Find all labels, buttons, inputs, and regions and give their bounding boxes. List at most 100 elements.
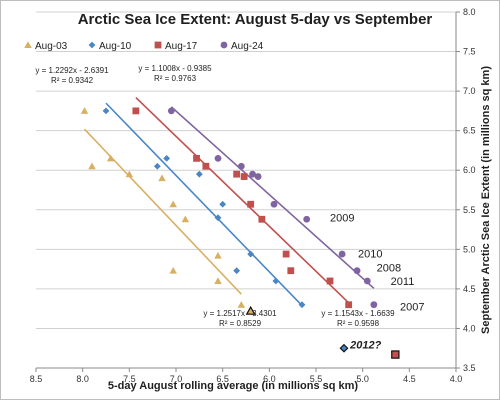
- point-aug-24: [249, 170, 256, 178]
- x-tick-label: 4.5: [403, 374, 416, 384]
- r-squared-aug-24: R² = 0.9763: [154, 74, 197, 83]
- trendline-aug-17: [135, 97, 350, 304]
- point-aug-17: [258, 215, 266, 223]
- highlight-point-diamond: [339, 343, 349, 353]
- point-aug-17: [233, 170, 241, 178]
- point-aug-24: [270, 200, 278, 208]
- y-tick-label: 7.5: [463, 47, 476, 57]
- point-aug-03: [88, 162, 96, 170]
- point-aug-24: [214, 154, 222, 162]
- point-aug-03: [181, 215, 190, 223]
- legend-marker-aug-03: [24, 41, 32, 48]
- highlight-point-square: [391, 350, 400, 359]
- x-tick-label: 6.0: [263, 374, 276, 384]
- year-label-2009: 2009: [330, 213, 354, 225]
- point-aug-24: [167, 107, 175, 115]
- y-tick-label: 5.0: [463, 244, 476, 254]
- point-aug-24: [363, 277, 371, 285]
- point-aug-24: [254, 173, 262, 180]
- legend-marker-aug-10: [88, 41, 96, 49]
- x-tick-label: 7.5: [123, 374, 136, 384]
- point-aug-17: [326, 277, 334, 285]
- point-aug-17: [287, 267, 295, 275]
- point-aug-10: [247, 250, 255, 258]
- point-aug-17: [282, 250, 290, 258]
- trendline-aug-10: [105, 102, 303, 307]
- y-axis-label: September Arctic Sea Ice Extent (in mill…: [480, 66, 492, 334]
- point-aug-03: [80, 107, 89, 114]
- point-aug-03: [158, 174, 166, 182]
- highlight-point-triangle: [245, 305, 256, 315]
- x-tick-label: 4.0: [450, 374, 463, 384]
- point-aug-03: [214, 277, 222, 284]
- x-axis-label: 5-day August rolling average (in million…: [108, 380, 359, 392]
- legend: Aug-03 Aug-10 Aug-17 Aug-24: [24, 41, 264, 52]
- data-points: [80, 107, 400, 359]
- point-aug-03: [106, 154, 115, 162]
- y-tick-label: 6.5: [463, 126, 476, 136]
- equation-aug-10: y = 1.2292x - 2.6391: [35, 66, 109, 75]
- point-aug-10: [195, 170, 203, 178]
- point-aug-03: [237, 300, 246, 308]
- legend-label-aug-03: Aug-03: [35, 41, 68, 52]
- point-aug-24: [237, 162, 245, 170]
- legend-marker-aug-17: [154, 41, 162, 49]
- point-aug-24: [338, 250, 346, 258]
- y-tick-label: 6.0: [463, 165, 476, 175]
- point-aug-10: [272, 277, 280, 285]
- equation-aug-24: y = 1.1008x - 0.9385: [138, 64, 212, 73]
- r-squared-aug-03: R² = 0.8529: [219, 319, 262, 328]
- point-aug-17: [202, 162, 210, 170]
- point-aug-03: [169, 266, 177, 274]
- x-tick-label: 5.5: [310, 374, 323, 384]
- r-squared-aug-17: R² = 0.9598: [337, 319, 380, 328]
- equation-aug-17: y = 1.1543x - 1.6639: [321, 309, 395, 318]
- x-tick-label: 8.0: [76, 374, 89, 384]
- y-tick-label: 5.5: [463, 205, 476, 215]
- r-squared-aug-10: R² = 0.9342: [51, 76, 94, 85]
- x-tick-label: 8.5: [30, 374, 43, 384]
- point-aug-24: [370, 301, 378, 309]
- legend-label-aug-24: Aug-24: [231, 41, 264, 52]
- y-tick-label: 4.0: [463, 323, 476, 333]
- y-tick-label: 4.5: [463, 284, 476, 294]
- legend-label-aug-17: Aug-17: [165, 41, 198, 52]
- point-aug-17: [345, 301, 353, 309]
- point-aug-17: [193, 154, 200, 162]
- axes: 8.5 8.0 7.5 7.0 6.5 6.0 5.5 5.0 4.5 4.03.54.04.55…: [30, 7, 476, 384]
- point-aug-24: [303, 215, 311, 223]
- point-aug-10: [214, 214, 222, 222]
- legend-marker-aug-24: [220, 41, 228, 49]
- trendline-aug-24: [170, 106, 375, 289]
- point-aug-03: [214, 251, 222, 259]
- highlight-label: 2012?: [349, 340, 381, 352]
- x-tick-label: 6.5: [216, 374, 229, 384]
- year-label-2010: 2010: [358, 248, 382, 260]
- y-tick-label: 3.5: [463, 363, 476, 373]
- legend-label-aug-10: Aug-10: [99, 41, 132, 52]
- point-aug-10: [153, 162, 161, 170]
- point-aug-03: [169, 200, 177, 208]
- point-aug-24: [353, 267, 361, 275]
- equation-aug-03: y = 1.2517x - 3.4301: [203, 309, 277, 318]
- point-aug-03: [125, 170, 134, 178]
- point-aug-10: [219, 200, 227, 208]
- chart-title: Arctic Sea Ice Extent: August 5-day vs S…: [78, 11, 433, 28]
- point-aug-17: [132, 107, 140, 115]
- point-aug-17: [247, 200, 255, 208]
- point-aug-10: [102, 107, 110, 115]
- point-aug-10: [163, 154, 171, 162]
- y-tick-label: 8.0: [463, 7, 476, 17]
- year-label-2007: 2007: [400, 301, 424, 313]
- point-aug-17: [240, 173, 248, 180]
- y-tick-label: 7.0: [463, 86, 476, 96]
- point-aug-10: [233, 267, 241, 275]
- point-aug-10: [298, 301, 306, 309]
- year-label-2008: 2008: [377, 263, 401, 275]
- x-tick-label: 7.0: [170, 374, 183, 384]
- x-tick-label: 5.0: [356, 374, 369, 384]
